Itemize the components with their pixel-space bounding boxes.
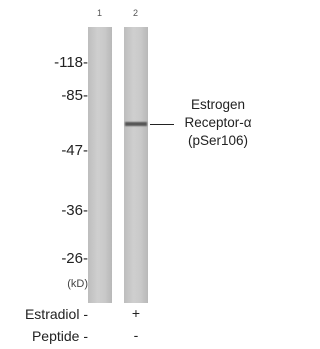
lane [124, 27, 148, 303]
band [125, 122, 147, 126]
condition-value: + [126, 306, 146, 320]
condition-label: Peptide - [4, 329, 88, 343]
annotation: Receptor-α [174, 116, 262, 130]
marker-label: -36- [8, 203, 88, 218]
marker-label: -47- [8, 143, 88, 158]
condition-label: Estradiol - [4, 307, 88, 321]
lane-number: 2 [133, 9, 138, 18]
annotation: (pSer106) [174, 134, 262, 148]
marker-label: -118- [8, 55, 88, 70]
unit-label: (kD) [8, 279, 88, 290]
annotation: Estrogen [174, 98, 262, 112]
pointer-line [150, 124, 174, 125]
marker-label: -26- [8, 251, 88, 266]
lane [88, 27, 112, 303]
blot-figure: 1 2 -118- -85- -47- -36- -26- (kD) Estro… [0, 0, 264, 349]
marker-label: -85- [8, 88, 88, 103]
lane-number: 1 [97, 9, 102, 18]
condition-value: - [126, 328, 146, 342]
